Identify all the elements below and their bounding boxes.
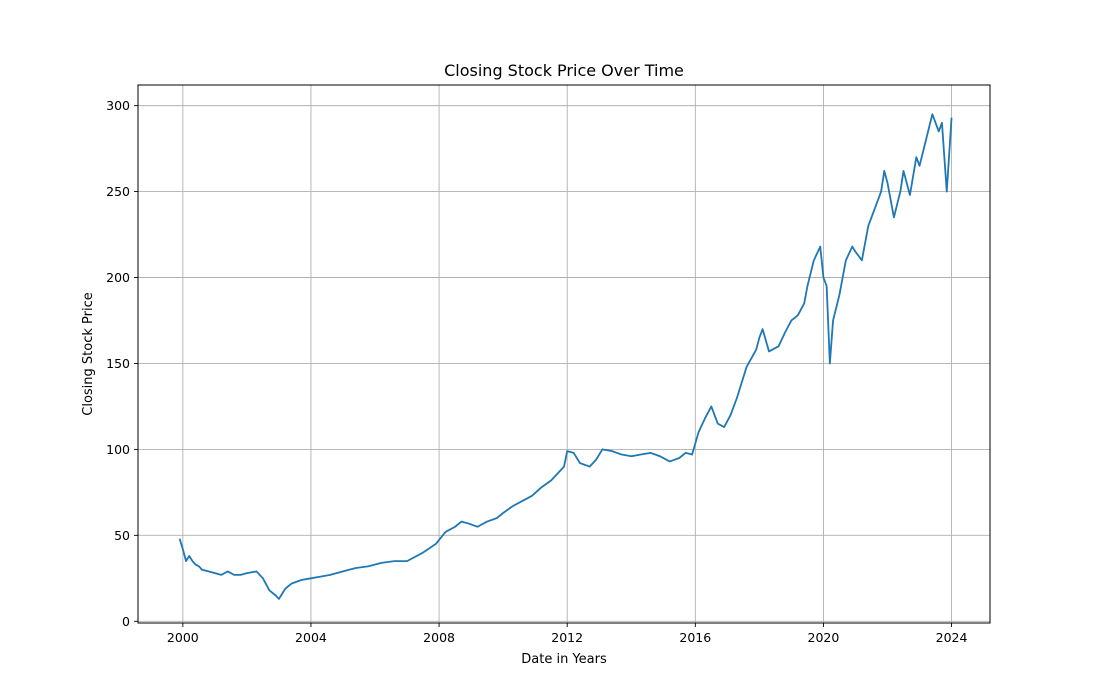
plot-frame [137,84,991,624]
x-tick-label: 2000 [167,630,199,645]
y-axis-label: Closing Stock Price [81,292,96,415]
price-series-line [178,113,953,600]
y-tick-label: 0 [122,614,130,629]
y-axis-ticks: 0 50 100 150 200 250 300 [106,98,138,629]
x-tick-label: 2004 [295,630,327,645]
y-tick-label: 100 [106,442,130,457]
y-tick-label: 300 [106,98,130,113]
x-tick-label: 2020 [808,630,840,645]
grid-lines [138,85,990,623]
x-tick-label: 2016 [679,630,711,645]
x-axis-ticks: 2000 2004 2008 2012 2016 2020 2024 [167,623,968,645]
chart-title: Closing Stock Price Over Time [444,61,684,80]
y-tick-label: 200 [106,270,130,285]
x-tick-label: 2012 [551,630,583,645]
y-tick-label: 250 [106,184,130,199]
x-axis-label: Date in Years [521,652,607,667]
y-tick-label: 50 [114,528,130,543]
x-tick-label: 2008 [423,630,455,645]
y-tick-label: 150 [106,356,130,371]
x-tick-label: 2024 [936,630,968,645]
